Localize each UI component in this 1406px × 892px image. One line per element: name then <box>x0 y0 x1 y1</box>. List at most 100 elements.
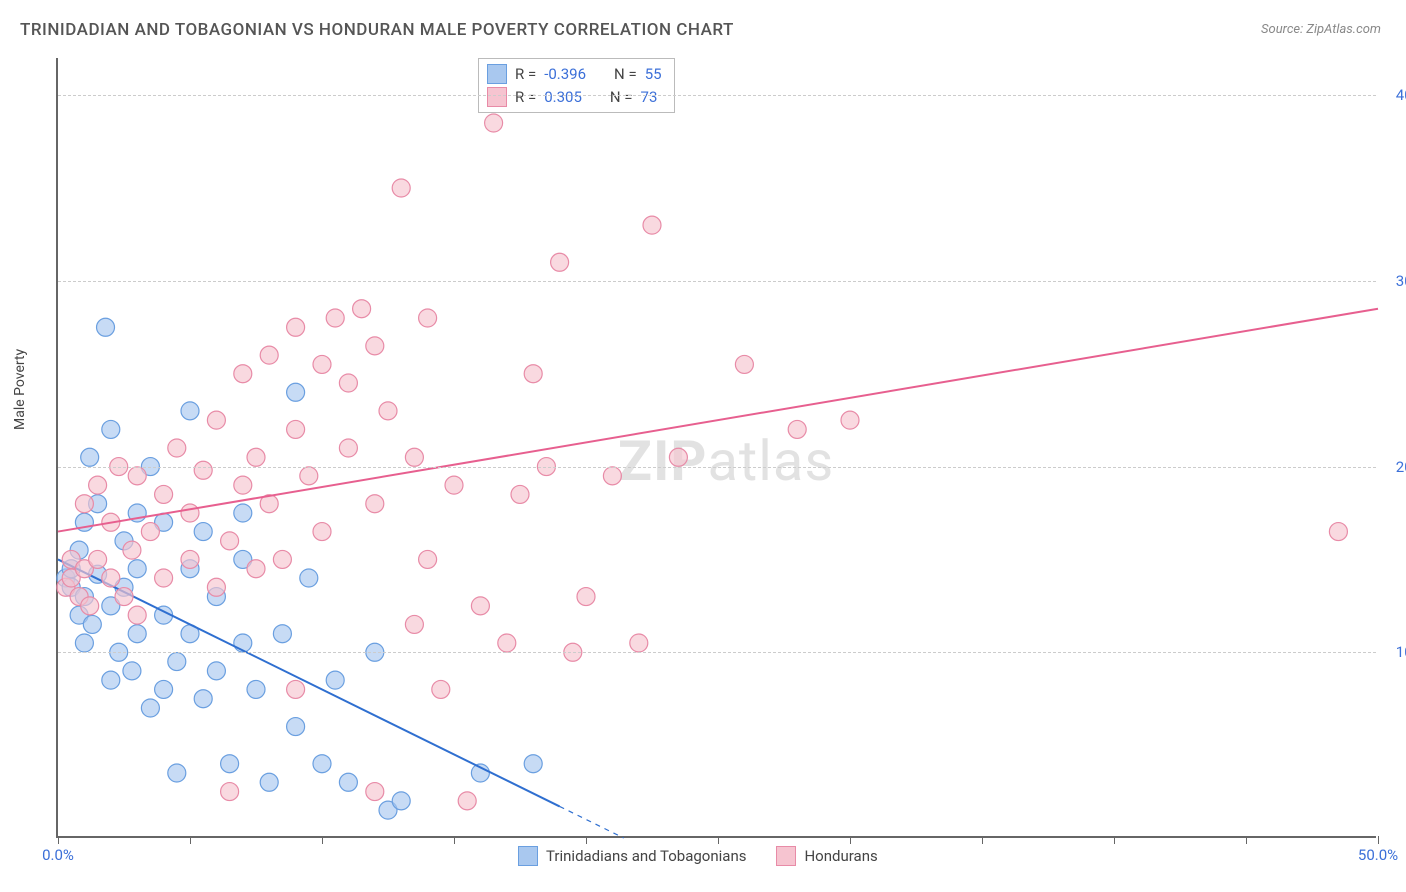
r-label: R = <box>515 63 536 86</box>
legend-label: Hondurans <box>804 847 877 865</box>
scatter-point-trinidad <box>300 569 318 587</box>
scatter-point-trinidad <box>128 625 146 643</box>
scatter-point-honduran <box>339 439 357 457</box>
scatter-point-trinidad <box>81 448 99 466</box>
legend-swatch <box>518 846 538 866</box>
scatter-point-trinidad <box>326 671 344 689</box>
scatter-point-trinidad <box>123 662 141 680</box>
scatter-point-trinidad <box>155 680 173 698</box>
scatter-point-honduran <box>128 606 146 624</box>
scatter-point-trinidad <box>339 773 357 791</box>
scatter-point-honduran <box>603 467 621 485</box>
scatter-point-honduran <box>207 578 225 596</box>
n-value: 73 <box>641 86 658 109</box>
stats-row: R = 0.305N =73 <box>487 86 662 109</box>
scatter-point-honduran <box>287 420 305 438</box>
scatter-point-trinidad <box>75 634 93 652</box>
y-axis-label: Male Poverty <box>12 349 28 430</box>
scatter-point-honduran <box>155 569 173 587</box>
scatter-point-honduran <box>353 300 371 318</box>
x-tick <box>718 836 719 844</box>
scatter-point-honduran <box>379 402 397 420</box>
scatter-point-honduran <box>498 634 516 652</box>
scatter-point-honduran <box>366 337 384 355</box>
scatter-point-honduran <box>247 560 265 578</box>
chart-title: TRINIDADIAN AND TOBAGONIAN VS HONDURAN M… <box>20 20 734 40</box>
scatter-point-honduran <box>630 634 648 652</box>
scatter-point-honduran <box>485 114 503 132</box>
scatter-point-honduran <box>419 309 437 327</box>
scatter-point-honduran <box>89 550 107 568</box>
scatter-point-honduran <box>313 355 331 373</box>
scatter-point-honduran <box>155 485 173 503</box>
scatter-point-honduran <box>115 588 133 606</box>
x-tick <box>58 836 59 844</box>
scatter-point-honduran <box>221 532 239 550</box>
scatter-point-honduran <box>366 783 384 801</box>
scatter-point-trinidad <box>234 634 252 652</box>
plot-area: ZIPatlas R =-0.396N =55R = 0.305N =73 Tr… <box>56 58 1376 838</box>
scatter-point-honduran <box>287 318 305 336</box>
r-label: R = <box>515 86 536 109</box>
scatter-point-honduran <box>339 374 357 392</box>
gridline-h <box>58 652 1376 653</box>
scatter-point-honduran <box>234 365 252 383</box>
scatter-point-trinidad <box>102 671 120 689</box>
scatter-point-honduran <box>181 550 199 568</box>
scatter-point-honduran <box>366 495 384 513</box>
scatter-point-trinidad <box>141 699 159 717</box>
x-tick <box>1246 836 1247 844</box>
scatter-point-trinidad <box>194 523 212 541</box>
scatter-point-honduran <box>89 476 107 494</box>
scatter-point-honduran <box>81 597 99 615</box>
scatter-point-honduran <box>392 179 410 197</box>
scatter-point-honduran <box>524 365 542 383</box>
x-tick <box>982 836 983 844</box>
scatter-point-honduran <box>405 615 423 633</box>
scatter-point-honduran <box>168 439 186 457</box>
scatter-point-honduran <box>123 541 141 559</box>
source-attribution: Source: ZipAtlas.com <box>1261 22 1381 37</box>
scatter-point-trinidad <box>260 773 278 791</box>
scatter-point-honduran <box>511 485 529 503</box>
scatter-point-trinidad <box>181 402 199 420</box>
stats-swatch <box>487 64 507 84</box>
stats-row: R =-0.396N =55 <box>487 63 662 86</box>
scatter-point-honduran <box>445 476 463 494</box>
scatter-point-trinidad <box>313 755 331 773</box>
stats-swatch <box>487 87 507 107</box>
x-tick <box>322 836 323 844</box>
x-tick <box>1378 836 1379 844</box>
scatter-point-honduran <box>405 448 423 466</box>
x-tick <box>190 836 191 844</box>
scatter-point-honduran <box>735 355 753 373</box>
x-tick <box>1114 836 1115 844</box>
legend-item: Trinidadians and Tobagonians <box>518 846 746 866</box>
scatter-point-trinidad <box>221 755 239 773</box>
legend-item: Hondurans <box>776 846 877 866</box>
scatter-point-honduran <box>75 495 93 513</box>
trend-line-honduran <box>58 309 1378 532</box>
scatter-point-honduran <box>128 467 146 485</box>
scatter-plot-svg <box>58 58 1376 836</box>
x-tick-label: 0.0% <box>42 846 74 864</box>
chart-container: TRINIDADIAN AND TOBAGONIAN VS HONDURAN M… <box>0 0 1406 892</box>
n-value: 55 <box>645 63 662 86</box>
legend-label: Trinidadians and Tobagonians <box>546 847 746 865</box>
scatter-point-honduran <box>419 550 437 568</box>
scatter-point-honduran <box>287 680 305 698</box>
scatter-point-trinidad <box>168 653 186 671</box>
scatter-point-honduran <box>1329 523 1347 541</box>
y-tick-label: 40.0% <box>1396 86 1406 104</box>
x-tick <box>586 836 587 844</box>
scatter-point-honduran <box>300 467 318 485</box>
y-tick-label: 20.0% <box>1396 458 1406 476</box>
gridline-h <box>58 467 1376 468</box>
scatter-point-honduran <box>458 792 476 810</box>
scatter-point-trinidad <box>287 383 305 401</box>
scatter-point-honduran <box>194 461 212 479</box>
scatter-point-trinidad <box>287 718 305 736</box>
x-tick <box>850 836 851 844</box>
n-label: N = <box>614 63 637 86</box>
scatter-point-honduran <box>313 523 331 541</box>
